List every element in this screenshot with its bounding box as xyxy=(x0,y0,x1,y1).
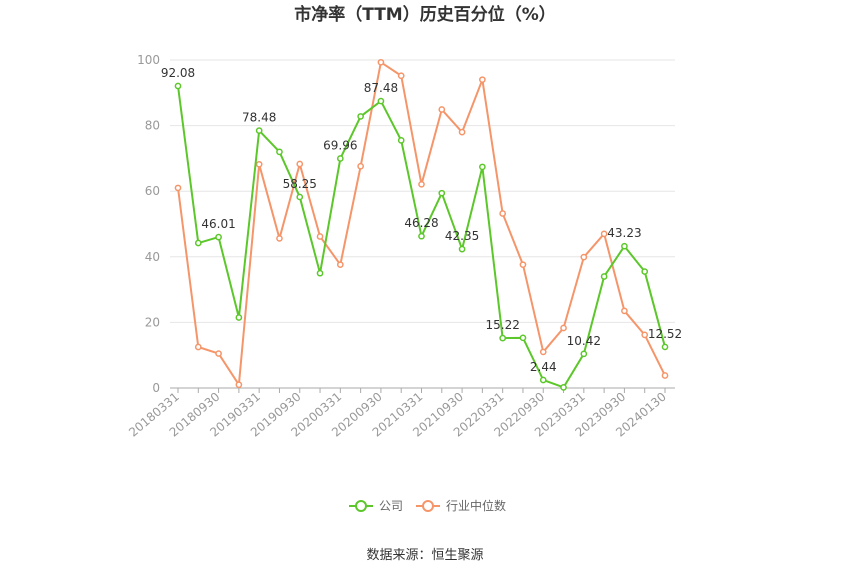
data-point-industry-median xyxy=(479,76,486,84)
data-point-industry-median xyxy=(458,128,466,136)
data-point-company xyxy=(641,268,649,275)
data-point-company xyxy=(418,232,425,240)
source-note: 数据来源：恒生聚源 xyxy=(366,548,483,563)
data-point-company xyxy=(600,273,608,280)
data-point-company xyxy=(539,376,547,384)
data-point-industry-median xyxy=(215,350,222,357)
data-label: 58.25 xyxy=(283,177,317,191)
y-tick-label: 40 xyxy=(145,250,160,264)
data-label: 69.96 xyxy=(323,139,357,153)
data-point-industry-median xyxy=(580,253,588,261)
data-point-company xyxy=(519,334,527,342)
data-label: 46.28 xyxy=(404,216,438,230)
data-point-company xyxy=(560,383,567,391)
data-point-company xyxy=(255,127,263,134)
data-point-industry-median xyxy=(641,331,649,339)
data-point-industry-median xyxy=(316,233,324,240)
data-label: 2.44 xyxy=(530,360,557,374)
data-point-company xyxy=(336,155,344,162)
series-layer xyxy=(174,58,669,391)
y-tick-label: 20 xyxy=(145,315,160,329)
data-point-industry-median xyxy=(519,261,527,269)
data-point-company xyxy=(580,350,588,358)
legend-item-industry-median: 行业中位数 xyxy=(416,498,506,513)
data-label: 15.22 xyxy=(485,318,519,332)
grid-lines xyxy=(170,59,675,323)
data-label: 10.42 xyxy=(567,334,601,348)
data-point-company xyxy=(296,193,304,201)
data-point-company xyxy=(357,113,364,120)
data-point-industry-median xyxy=(539,348,547,356)
legend-label: 公司 xyxy=(379,499,403,513)
y-axis: 0 20 40 60 80 100 xyxy=(137,53,160,395)
data-point-industry-median xyxy=(397,72,405,80)
data-labels: 92.08 46.01 78.48 58.25 69.96 87.48 46.28 42.35… xyxy=(161,66,682,374)
data-label: 78.48 xyxy=(242,111,276,125)
data-point-industry-median xyxy=(377,58,385,66)
data-point-industry-median xyxy=(194,343,202,351)
data-point-company xyxy=(479,163,486,171)
data-point-company xyxy=(377,97,385,105)
data-point-industry-median xyxy=(357,162,364,170)
data-point-industry-median xyxy=(418,180,425,188)
x-axis: 2018033120180930201903312019093020200331… xyxy=(126,387,675,440)
y-tick-label: 100 xyxy=(137,53,160,67)
data-point-industry-median xyxy=(438,106,446,113)
data-point-company xyxy=(235,314,243,321)
data-point-company xyxy=(621,242,628,250)
legend-label: 行业中位数 xyxy=(446,498,506,513)
data-point-industry-median xyxy=(255,160,263,168)
data-point-company xyxy=(458,245,466,253)
legend-marker xyxy=(422,500,434,512)
data-label: 42.35 xyxy=(445,229,479,243)
y-tick-label: 0 xyxy=(152,381,160,395)
data-point-industry-median xyxy=(336,261,344,269)
data-point-industry-median xyxy=(276,235,283,242)
data-label: 87.48 xyxy=(364,81,398,95)
data-point-company xyxy=(661,343,669,351)
data-label: 92.08 xyxy=(161,66,195,80)
data-point-industry-median xyxy=(600,230,608,238)
y-tick-label: 60 xyxy=(145,184,160,198)
data-point-company xyxy=(215,233,222,241)
data-point-company xyxy=(174,82,182,90)
legend-item-company: 公司 xyxy=(349,499,403,513)
data-point-industry-median xyxy=(174,184,182,192)
data-label: 12.52 xyxy=(648,327,682,341)
chart-title: 市净率（TTM）历史百分位（%） xyxy=(294,4,556,25)
data-point-industry-median xyxy=(296,160,304,168)
data-point-industry-median xyxy=(621,307,628,315)
y-tick-label: 80 xyxy=(145,119,160,133)
data-point-company xyxy=(194,239,202,247)
data-point-industry-median xyxy=(499,210,507,217)
legend: 公司 行业中位数 xyxy=(349,498,506,513)
data-point-company xyxy=(397,137,405,144)
data-label: 43.23 xyxy=(607,226,641,240)
data-point-company xyxy=(276,148,283,156)
data-point-industry-median xyxy=(235,381,243,389)
data-point-industry-median xyxy=(560,324,567,332)
data-point-company xyxy=(499,334,507,342)
data-label: 46.01 xyxy=(201,217,235,231)
legend-marker xyxy=(355,500,367,512)
data-point-company xyxy=(316,269,324,277)
data-point-company xyxy=(438,189,446,197)
data-point-industry-median xyxy=(661,372,669,379)
